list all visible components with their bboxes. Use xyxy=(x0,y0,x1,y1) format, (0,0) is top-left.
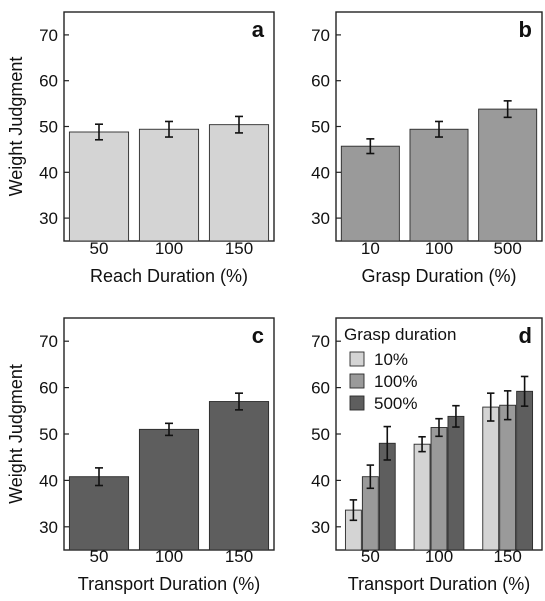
x-axis-label: Transport Duration (%) xyxy=(78,574,260,594)
bar xyxy=(409,128,469,242)
panel-letter: c xyxy=(252,323,264,348)
bar xyxy=(499,404,517,551)
y-tick-label: 50 xyxy=(39,118,58,137)
bar xyxy=(413,443,431,551)
y-axis-label: Weight Judgment xyxy=(6,364,26,504)
legend-label: 500% xyxy=(374,394,417,413)
x-tick-label: 50 xyxy=(90,547,109,566)
bar xyxy=(478,108,538,242)
panel-a: 30 40 50 60 70 50 100 150 Reach Duration (%) Weig… xyxy=(6,11,275,286)
y-tick-label: 60 xyxy=(39,379,58,398)
y-tick-label: 70 xyxy=(311,26,330,45)
x-tick-label: 150 xyxy=(493,547,521,566)
bar xyxy=(208,124,270,242)
y-tick-label: 70 xyxy=(39,332,58,351)
y-tick-label: 30 xyxy=(311,209,330,228)
y-tick-label: 50 xyxy=(39,425,58,444)
bar xyxy=(482,406,500,551)
y-tick-label: 40 xyxy=(39,163,58,182)
bar xyxy=(516,390,534,551)
x-tick-label: 100 xyxy=(155,239,183,258)
y-tick-label: 60 xyxy=(39,72,58,91)
y-tick-label: 40 xyxy=(311,471,330,490)
panel-letter: b xyxy=(519,17,532,42)
bar xyxy=(430,427,448,551)
y-tick-label: 40 xyxy=(39,471,58,490)
bar xyxy=(138,128,200,242)
x-tick-label: 100 xyxy=(155,547,183,566)
legend-swatch xyxy=(349,395,365,411)
bar xyxy=(138,428,200,551)
y-tick-label: 60 xyxy=(311,72,330,91)
x-tick-label: 500 xyxy=(493,239,521,258)
bar xyxy=(208,401,270,551)
y-tick-label: 50 xyxy=(311,425,330,444)
y-tick-label: 70 xyxy=(39,26,58,45)
y-tick-label: 40 xyxy=(311,163,330,182)
x-tick-label: 150 xyxy=(225,547,253,566)
y-tick-label: 70 xyxy=(311,332,330,351)
y-tick-label: 30 xyxy=(311,518,330,537)
y-tick-label: 30 xyxy=(39,518,58,537)
bar xyxy=(68,476,130,551)
x-tick-label: 150 xyxy=(225,239,253,258)
x-axis-label: Reach Duration (%) xyxy=(90,266,248,286)
x-axis-label: Transport Duration (%) xyxy=(348,574,530,594)
x-tick-label: 50 xyxy=(361,547,380,566)
panel-letter: a xyxy=(252,17,265,42)
panel-b: 30 40 50 60 70 10 100 500 Grasp Duration (%) b xyxy=(311,11,543,286)
y-tick-label: 60 xyxy=(311,379,330,398)
panel-d: 30 40 50 60 70 50 100 150 Transport Duration (%)… xyxy=(311,317,543,594)
legend-label: 10% xyxy=(374,350,408,369)
x-tick-label: 10 xyxy=(361,239,380,258)
bar xyxy=(68,131,130,242)
y-axis-label: Weight Judgment xyxy=(6,57,26,197)
legend-swatch xyxy=(349,351,365,367)
x-tick-label: 100 xyxy=(425,239,453,258)
bar xyxy=(340,145,400,242)
legend-label: 100% xyxy=(374,372,417,391)
legend-title: Grasp duration xyxy=(344,325,456,344)
panel-letter: d xyxy=(519,323,532,348)
legend-swatch xyxy=(349,373,365,389)
x-axis-label: Grasp Duration (%) xyxy=(361,266,516,286)
x-tick-label: 50 xyxy=(90,239,109,258)
y-tick-label: 30 xyxy=(39,209,58,228)
x-tick-label: 100 xyxy=(425,547,453,566)
panel-c: 30 40 50 60 70 50 100 150 Transport Duration (%)… xyxy=(6,317,275,594)
bar xyxy=(447,415,465,551)
y-tick-label: 50 xyxy=(311,118,330,137)
